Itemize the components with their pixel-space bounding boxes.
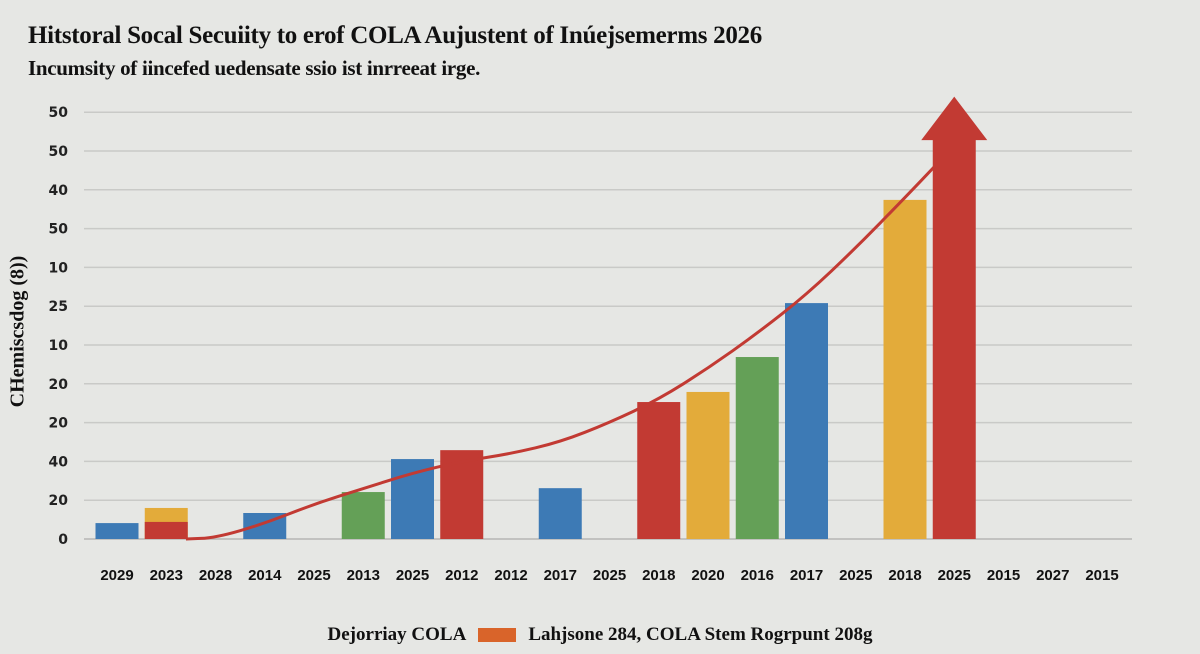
x-tick-label: 2014 bbox=[248, 567, 282, 584]
y-tick-label: 25 bbox=[49, 299, 68, 315]
bar bbox=[95, 523, 139, 539]
x-tick-label: 2012 bbox=[445, 567, 478, 584]
legend-swatch bbox=[478, 628, 517, 642]
legend: Dejorriay COLA Lahjsone 284, COLA Stem R… bbox=[0, 624, 1200, 646]
x-tick-label: 2029 bbox=[100, 567, 133, 584]
x-tick-label: 2017 bbox=[544, 567, 577, 584]
bar bbox=[883, 199, 927, 539]
chart-subtitle: Incumsity of iincefed uedensate ssio ist… bbox=[28, 56, 481, 80]
x-tick-label: 2018 bbox=[642, 567, 675, 584]
x-tick-label: 2028 bbox=[199, 567, 232, 584]
x-tick-label: 2023 bbox=[150, 567, 183, 584]
y-tick-label: 50 bbox=[49, 144, 69, 160]
x-tick-label: 2025 bbox=[938, 567, 971, 584]
y-tick-label: 40 bbox=[49, 454, 69, 470]
x-tick-label: 2015 bbox=[987, 567, 1020, 584]
bar bbox=[144, 521, 188, 539]
y-tick-label: 20 bbox=[49, 377, 69, 393]
x-tick-label: 2025 bbox=[593, 567, 626, 584]
x-tick-label: 2013 bbox=[347, 567, 380, 584]
x-tick-label: 2017 bbox=[790, 567, 823, 584]
y-tick-label: 10 bbox=[49, 260, 69, 276]
trend-line bbox=[185, 165, 936, 541]
x-tick-label: 2012 bbox=[494, 567, 527, 584]
y-tick-label: 20 bbox=[49, 493, 69, 509]
x-tick-label: 2016 bbox=[741, 567, 774, 584]
y-tick-label: 50 bbox=[49, 105, 69, 121]
x-tick-label: 2027 bbox=[1036, 567, 1069, 584]
bar bbox=[440, 450, 484, 539]
bar bbox=[538, 488, 582, 539]
bar bbox=[686, 391, 730, 539]
legend-label-1: Dejorriay COLA bbox=[327, 624, 467, 645]
bar bbox=[735, 357, 779, 539]
arrow-bar bbox=[921, 96, 988, 540]
x-tick-label: 2025 bbox=[839, 567, 872, 584]
bar bbox=[637, 402, 681, 539]
x-tick-label: 2018 bbox=[888, 567, 921, 584]
x-tick-label: 2025 bbox=[297, 567, 330, 584]
y-tick-label: 50 bbox=[49, 222, 69, 238]
y-tick-label: 40 bbox=[49, 183, 69, 199]
legend-label-2: Lahjsone 284, COLA Stem Rogrpunt 208g bbox=[528, 624, 873, 645]
bar bbox=[785, 303, 828, 539]
bar bbox=[341, 492, 385, 539]
x-tick-label: 2020 bbox=[691, 567, 724, 584]
y-tick-label: 10 bbox=[49, 338, 69, 354]
y-tick-label: 20 bbox=[49, 416, 69, 432]
chart-title: Hitstoral Socal Secuiity to erof COLA Au… bbox=[28, 22, 762, 49]
x-tick-label: 2015 bbox=[1085, 567, 1118, 584]
y-tick-label: 0 bbox=[58, 532, 68, 548]
x-tick-label: 2025 bbox=[396, 567, 429, 584]
